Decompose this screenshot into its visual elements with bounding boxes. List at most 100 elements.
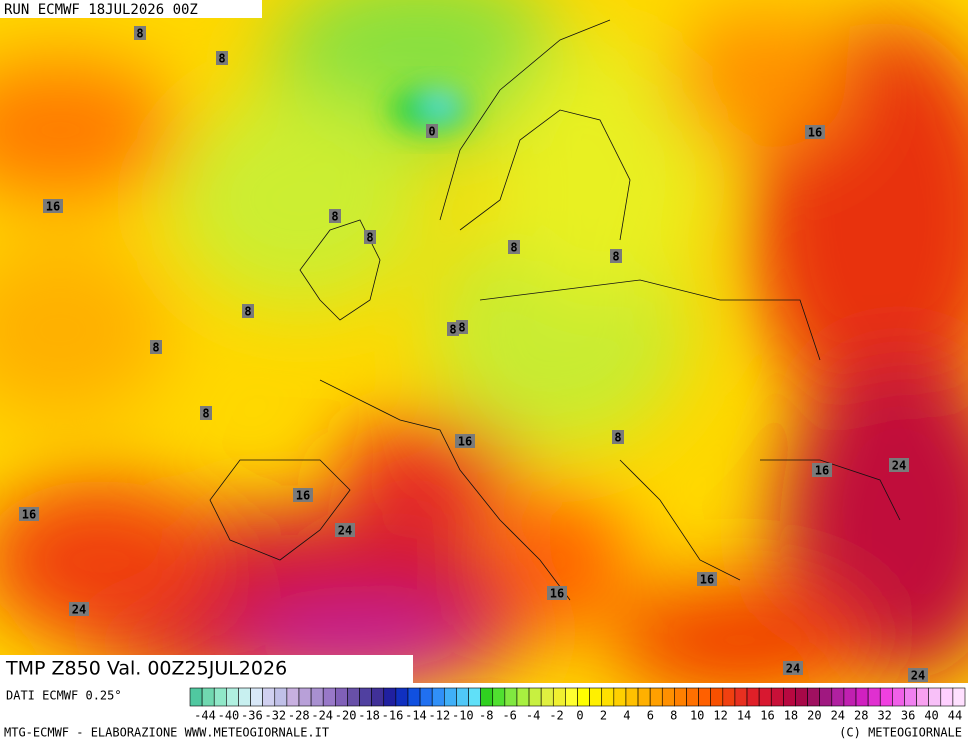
run-label: RUN ECMWF 18JUL2026 00Z bbox=[4, 2, 198, 18]
scale-tick-label: 2 bbox=[600, 709, 607, 723]
scale-swatch bbox=[189, 687, 203, 707]
scale-swatch bbox=[831, 687, 845, 707]
scale-swatch bbox=[322, 687, 336, 707]
scale-swatch bbox=[431, 687, 445, 707]
scale-tick-label: -24 bbox=[311, 709, 333, 723]
scale-swatch bbox=[286, 687, 300, 707]
contour-label: 16 bbox=[808, 126, 822, 140]
footer-right: (C) METEOGIORNALE bbox=[839, 726, 962, 740]
contour-label: 8 bbox=[244, 305, 251, 319]
scale-swatch bbox=[637, 687, 651, 707]
scale-swatch bbox=[201, 687, 215, 707]
scale-tick-label: 14 bbox=[737, 709, 751, 723]
footer-left: MTG-ECMWF - ELABORAZIONE WWW.METEOGIORNA… bbox=[4, 726, 329, 740]
scale-tick-label: 6 bbox=[647, 709, 654, 723]
scale-swatch bbox=[347, 687, 360, 707]
scale-tick-label: -14 bbox=[405, 709, 427, 723]
scale-swatch bbox=[855, 687, 869, 707]
contour-label-box bbox=[805, 125, 825, 139]
run-box bbox=[0, 0, 262, 18]
scale-swatch bbox=[213, 687, 227, 707]
scale-tick-label: 4 bbox=[623, 709, 630, 723]
scale-swatch bbox=[625, 687, 639, 707]
contour-label: 8 bbox=[510, 241, 517, 255]
scale-swatch bbox=[879, 687, 893, 707]
title-box bbox=[0, 655, 413, 683]
scale-swatch bbox=[565, 687, 578, 707]
contour-label-box bbox=[508, 240, 520, 254]
contour-label-box bbox=[908, 668, 928, 682]
contour-label-box bbox=[134, 26, 146, 40]
scale-tick-label: -12 bbox=[429, 709, 451, 723]
contour-label: 8 bbox=[449, 323, 456, 337]
panel-title: TMP Z850 Val. 00Z25JUL2026 bbox=[5, 658, 287, 680]
scale-swatch bbox=[262, 687, 276, 707]
scale-tick-label: -18 bbox=[358, 709, 380, 723]
contour-label-box bbox=[69, 602, 89, 616]
temperature-field bbox=[0, 0, 968, 683]
contour-label: 16 bbox=[22, 508, 36, 522]
contour-label-box bbox=[364, 230, 376, 244]
contour-label: 24 bbox=[72, 603, 86, 617]
contour-label-box bbox=[329, 209, 341, 223]
scale-tick-label: 40 bbox=[924, 709, 938, 723]
scale-tick-label: -2 bbox=[549, 709, 563, 723]
coastlines bbox=[209, 19, 901, 601]
scale-tick-label: -20 bbox=[335, 709, 357, 723]
scale-swatch bbox=[516, 687, 530, 707]
scale-swatch bbox=[480, 687, 494, 707]
contour-label: 0 bbox=[428, 125, 435, 139]
scale-swatch bbox=[504, 687, 518, 707]
scale-swatch bbox=[674, 687, 687, 707]
contour-label-box bbox=[242, 304, 254, 318]
scale-swatch bbox=[540, 687, 554, 707]
scale-swatch bbox=[383, 687, 397, 707]
scale-swatch bbox=[819, 687, 833, 707]
scale-swatch bbox=[746, 687, 760, 707]
scale-swatch bbox=[395, 687, 409, 707]
contour-label-box bbox=[426, 124, 438, 138]
contour-label: 8 bbox=[458, 321, 465, 335]
scale-tick-label: 12 bbox=[713, 709, 727, 723]
scale-swatch bbox=[783, 687, 796, 707]
scale-tick-label: 8 bbox=[670, 709, 677, 723]
scale-tick-label: -4 bbox=[526, 709, 540, 723]
scale-tick-label: -10 bbox=[452, 709, 474, 723]
scale-swatch bbox=[734, 687, 748, 707]
scale-swatch bbox=[867, 687, 881, 707]
scale-swatch bbox=[892, 687, 905, 707]
scale-tick-label: -36 bbox=[241, 709, 263, 723]
contour-label: 8 bbox=[614, 431, 621, 445]
scale-swatch bbox=[419, 687, 433, 707]
scale-swatch bbox=[577, 687, 590, 707]
scale-tick-label: -6 bbox=[502, 709, 516, 723]
contour-label: 8 bbox=[612, 250, 619, 264]
scale-tick-label: 16 bbox=[760, 709, 774, 723]
contour-label: 24 bbox=[892, 459, 906, 473]
scale-swatch bbox=[649, 687, 663, 707]
contour-label: 8 bbox=[331, 210, 338, 224]
scale-swatch bbox=[443, 687, 457, 707]
contour-label-box bbox=[783, 661, 803, 675]
scale-swatch bbox=[226, 687, 239, 707]
scale-swatch bbox=[359, 687, 372, 707]
scale-tick-label: -44 bbox=[194, 709, 216, 723]
contour-label-box bbox=[812, 463, 832, 477]
scale-swatch bbox=[916, 687, 929, 707]
scale-swatch bbox=[310, 687, 324, 707]
contour-label-box bbox=[612, 430, 624, 444]
scale-swatch bbox=[904, 687, 917, 707]
contour-label-box bbox=[216, 51, 228, 65]
contour-label: 24 bbox=[338, 524, 352, 538]
scale-swatch bbox=[335, 687, 348, 707]
contour-label-box bbox=[293, 488, 313, 502]
scale-swatch bbox=[601, 687, 615, 707]
scale-swatch bbox=[274, 687, 288, 707]
contour-label: 16 bbox=[815, 464, 829, 478]
contour-label-box bbox=[456, 320, 468, 334]
scale-tick-label: -16 bbox=[382, 709, 404, 723]
contour-label: 8 bbox=[152, 341, 159, 355]
contour-label: 8 bbox=[202, 407, 209, 421]
scale-swatch bbox=[807, 687, 820, 707]
